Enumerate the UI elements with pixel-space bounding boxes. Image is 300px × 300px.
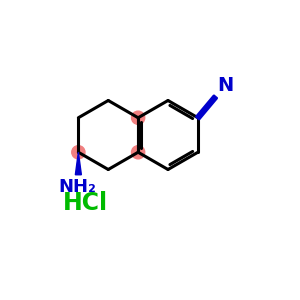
Text: HCl: HCl bbox=[63, 191, 108, 215]
Polygon shape bbox=[75, 152, 81, 175]
Text: NH₂: NH₂ bbox=[58, 178, 96, 196]
Circle shape bbox=[131, 146, 145, 159]
Circle shape bbox=[131, 111, 145, 124]
Text: N: N bbox=[217, 76, 233, 94]
Circle shape bbox=[72, 146, 85, 159]
